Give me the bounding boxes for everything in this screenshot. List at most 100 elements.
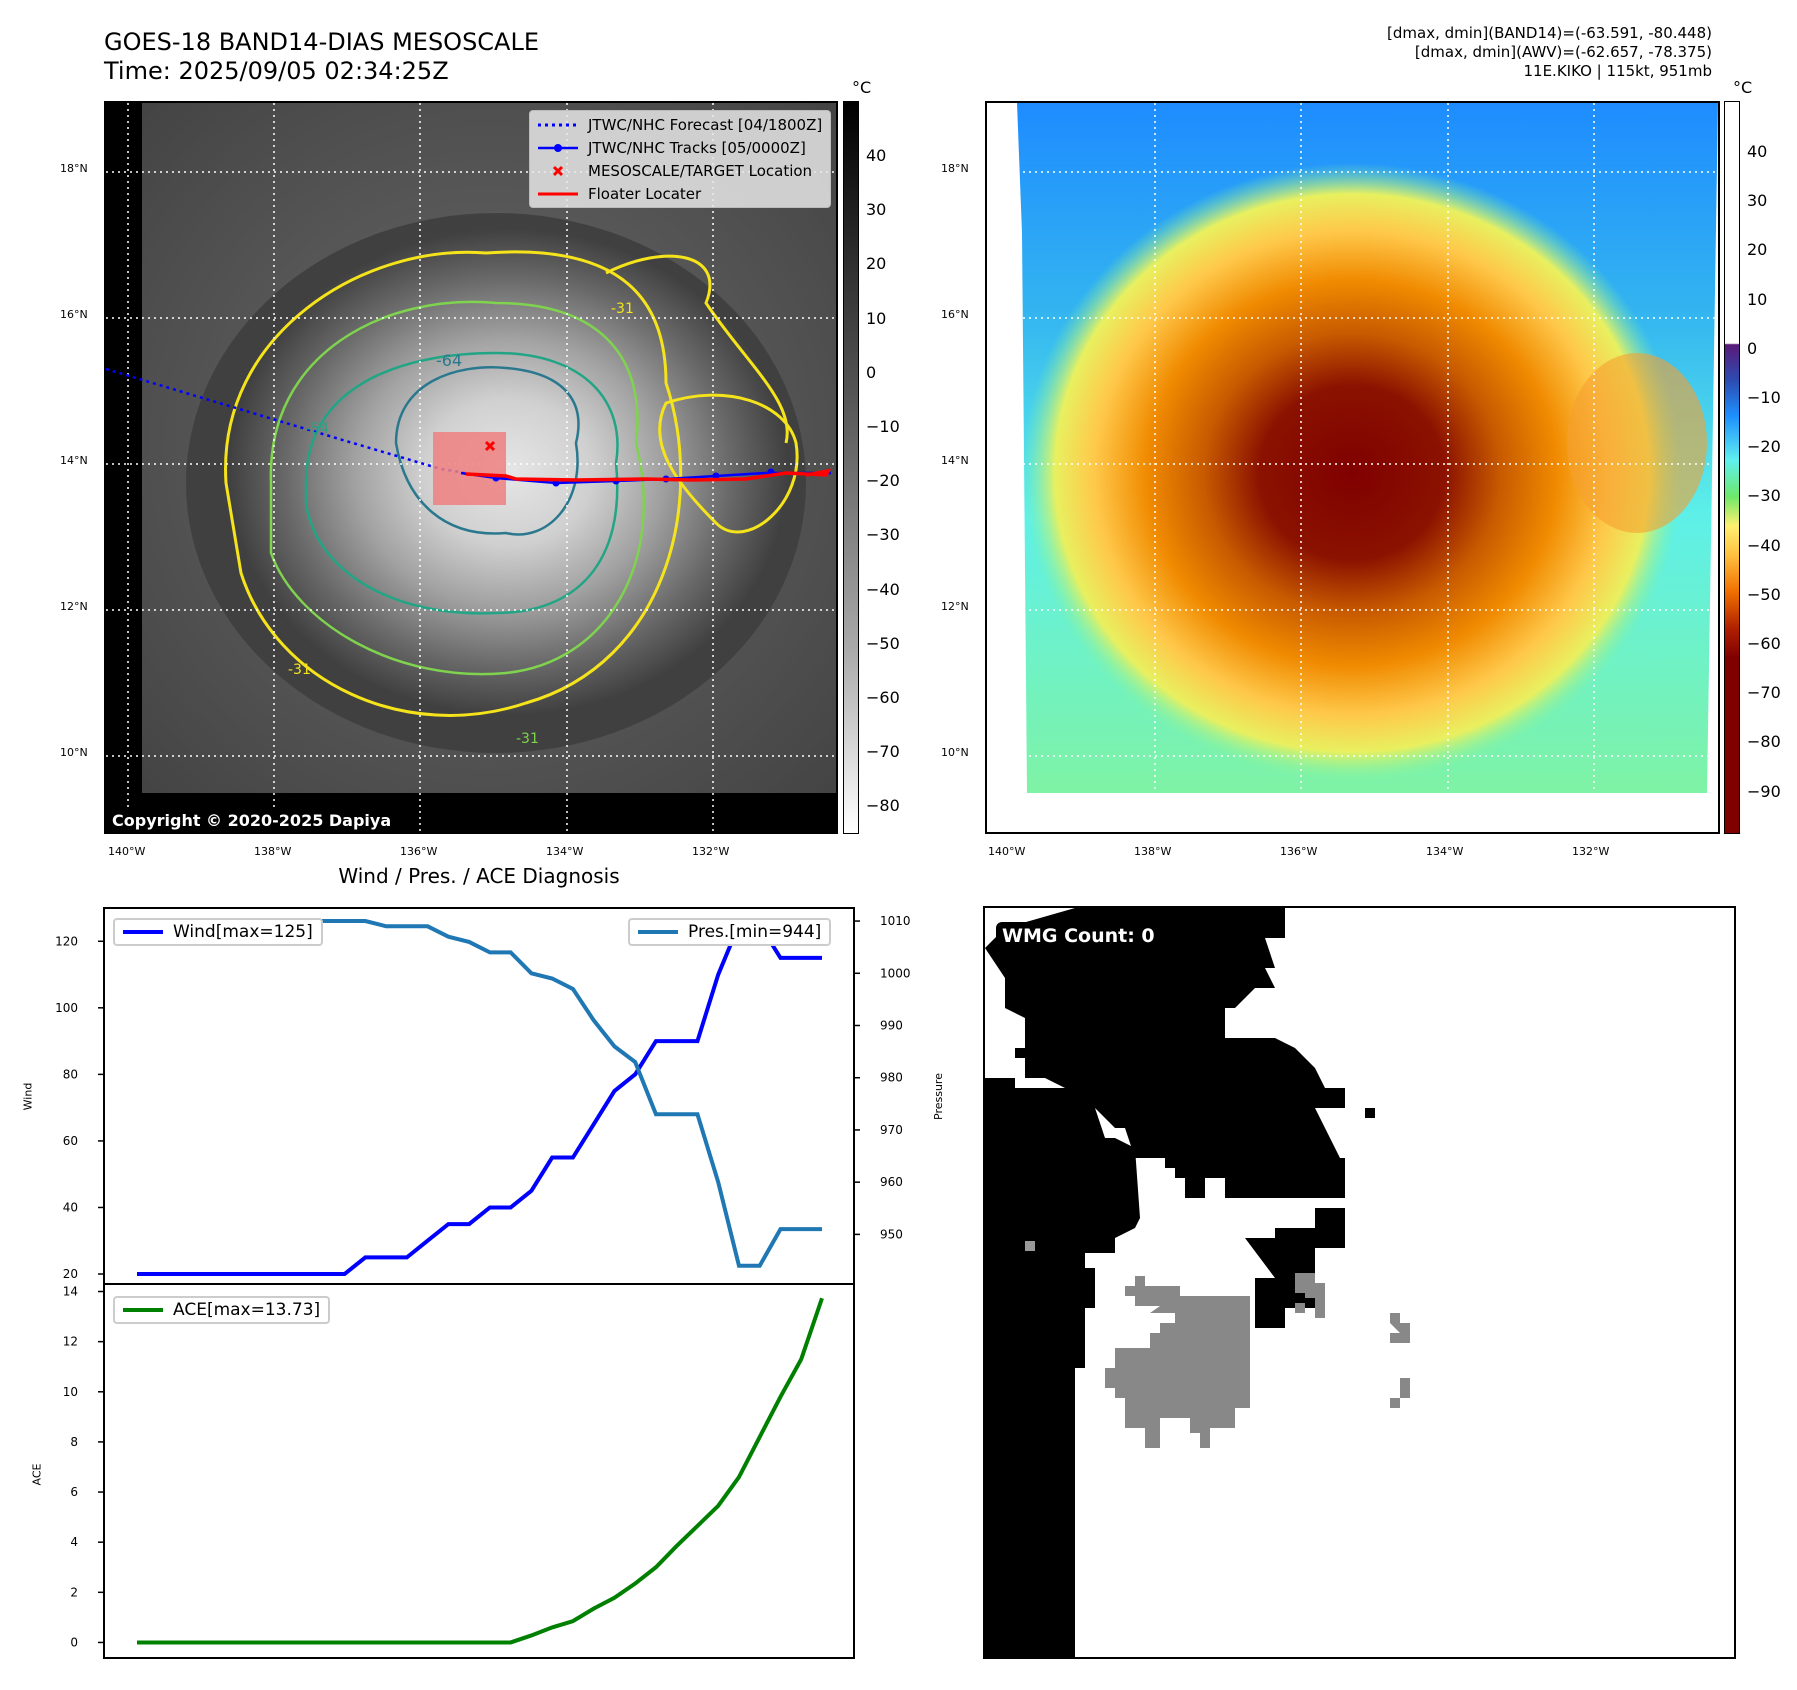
pressure-tick-label: 980 — [880, 1071, 903, 1085]
colorbar-tick: 30 — [866, 200, 887, 220]
ir-colorbar-unit: °C — [852, 78, 872, 97]
pressure-tick-label: 960 — [880, 1175, 903, 1189]
lon-tick: 140°W — [988, 845, 1026, 858]
ace-tick-label: 0 — [70, 1635, 78, 1649]
wind-plot-frame — [103, 907, 855, 1285]
pressure-legend-label: Pres.[min=944] — [688, 922, 822, 942]
legend-item-floater: Floater Locater — [530, 182, 830, 205]
mesoscale-box — [433, 432, 506, 505]
awv-colorbar — [1724, 101, 1740, 834]
awv-colorbar-unit: °C — [1733, 78, 1753, 97]
wind-tick-label: 100 — [55, 1001, 78, 1015]
colorbar-tick: −30 — [866, 525, 900, 545]
lat-tick: 10°N — [60, 746, 88, 759]
contour-green — [269, 300, 645, 676]
ace-series-line — [137, 1297, 824, 1645]
awv-image — [987, 103, 1718, 832]
x-marker-icon — [552, 165, 564, 176]
wmg-panel: WMG Count: 0 — [983, 906, 1736, 1659]
wmg-mask — [985, 908, 1410, 1657]
wind-pressure-ace-plot: 20 40 60 80 100 120 950 960 970 980 990 1000 1010 0 2 4… — [55, 907, 911, 1659]
colorbar-tick: 20 — [1747, 240, 1768, 260]
colorbar-tick: −80 — [866, 796, 900, 816]
pressure-axis-label: Pressure — [931, 1073, 945, 1120]
contour-label: -31 — [288, 662, 311, 678]
lat-tick: 12°N — [941, 600, 969, 613]
rainband-contour — [605, 254, 789, 444]
colorbar-tick: 10 — [866, 308, 887, 328]
red-line-icon — [538, 192, 578, 195]
pressure-tick-label: 1000 — [880, 966, 911, 980]
ir-satellite-image: -64 -31 -54 -31 -31 — [106, 103, 836, 832]
meta-band14-range: [dmax, dmin](BAND14)=(-63.591, -80.448) — [1387, 24, 1712, 42]
colorbar-tick: −50 — [1747, 584, 1781, 604]
lat-tick: 16°N — [941, 308, 969, 321]
colorbar-tick: 10 — [1747, 289, 1768, 309]
wind-series-line — [137, 922, 822, 1277]
wind-tick-label: 120 — [55, 934, 78, 948]
ir-satellite-panel: -64 -31 -54 -31 -31 JTWC/NHC Forecast [0… — [104, 101, 838, 834]
lon-tick: 134°W — [546, 845, 584, 858]
wind-tick-label: 40 — [63, 1200, 78, 1214]
awv-panel — [985, 101, 1720, 834]
diagnosis-title: Wind / Pres. / ACE Diagnosis — [338, 864, 620, 888]
ace-line-icon — [123, 1308, 163, 1312]
contour-label: -64 — [436, 351, 462, 370]
colorbar-tick: −50 — [866, 633, 900, 653]
target-x-icon — [484, 440, 496, 452]
lon-tick: 140°W — [108, 845, 146, 858]
ace-axis-label: ACE — [30, 1463, 44, 1486]
colorbar-tick: −10 — [1747, 388, 1781, 407]
legend-item-tracks: JTWC/NHC Tracks [05/0000Z] — [530, 136, 830, 159]
pressure-tick-label: 990 — [880, 1019, 903, 1033]
ace-legend: ACE[max=13.73] — [113, 1296, 331, 1324]
contour-label: -54 — [306, 421, 329, 437]
colorbar-tick: −20 — [866, 471, 900, 491]
colorbar-tick: −40 — [1747, 535, 1781, 555]
lat-tick: 12°N — [60, 600, 88, 613]
ir-gridlines — [106, 103, 836, 832]
dotted-line-icon — [538, 123, 578, 126]
pressure-tick-label: 1010 — [880, 914, 911, 928]
rainband-contour-east — [658, 393, 799, 534]
ace-tick-label: 10 — [63, 1385, 78, 1399]
legend-label: JTWC/NHC Tracks [05/0000Z] — [588, 138, 806, 157]
contour-label: -31 — [611, 301, 634, 317]
legend-label: Floater Locater — [588, 184, 702, 203]
ace-plot-frame — [103, 1283, 855, 1659]
ace-tick-label: 12 — [63, 1335, 78, 1349]
lon-tick: 136°W — [1280, 845, 1318, 858]
colorbar-tick: −90 — [1747, 781, 1781, 801]
ace-tick-label: 6 — [70, 1485, 78, 1499]
lon-tick: 136°W — [400, 845, 438, 858]
colorbar-tick: 20 — [866, 254, 887, 274]
ace-legend-label: ACE[max=13.73] — [173, 1300, 321, 1320]
colorbar-tick: −40 — [866, 579, 900, 599]
ace-tick-label: 14 — [63, 1285, 78, 1299]
colorbar-tick: −10 — [866, 417, 900, 436]
copyright-label: Copyright © 2020-2025 Dapiya — [106, 809, 398, 832]
awv-rainband — [1567, 353, 1707, 533]
lon-tick: 134°W — [1426, 845, 1464, 858]
figure-title: GOES-18 BAND14-DIAS MESOSCALE — [104, 28, 540, 56]
colorbar-tick: 30 — [1747, 191, 1768, 211]
figure-time: Time: 2025/09/05 02:34:25Z — [104, 57, 449, 85]
legend-item-target: MESOSCALE/TARGET Location — [530, 159, 830, 182]
wmg-black-regions — [985, 908, 1375, 1657]
contour-label: -31 — [516, 731, 539, 747]
wmg-gray-regions — [1025, 1241, 1410, 1448]
lon-tick: 138°W — [1134, 845, 1172, 858]
legend-label: JTWC/NHC Forecast [04/1800Z] — [588, 115, 823, 134]
lon-tick: 132°W — [692, 845, 730, 858]
wmg-count-badge: WMG Count: 0 — [996, 922, 1161, 950]
lat-tick: 10°N — [941, 746, 969, 759]
wind-tick-label: 80 — [63, 1067, 78, 1081]
wind-legend-label: Wind[max=125] — [173, 922, 313, 942]
line-marker-icon — [538, 143, 578, 152]
colorbar-tick: 40 — [866, 146, 887, 165]
meta-awv-range: [dmax, dmin](AWV)=(-62.657, -78.375) — [1414, 43, 1712, 61]
colorbar-tick: −70 — [1747, 683, 1781, 703]
colorbar-tick: −80 — [1747, 732, 1781, 752]
ace-tick-label: 8 — [70, 1435, 78, 1449]
colorbar-tick: 0 — [1747, 338, 1758, 358]
